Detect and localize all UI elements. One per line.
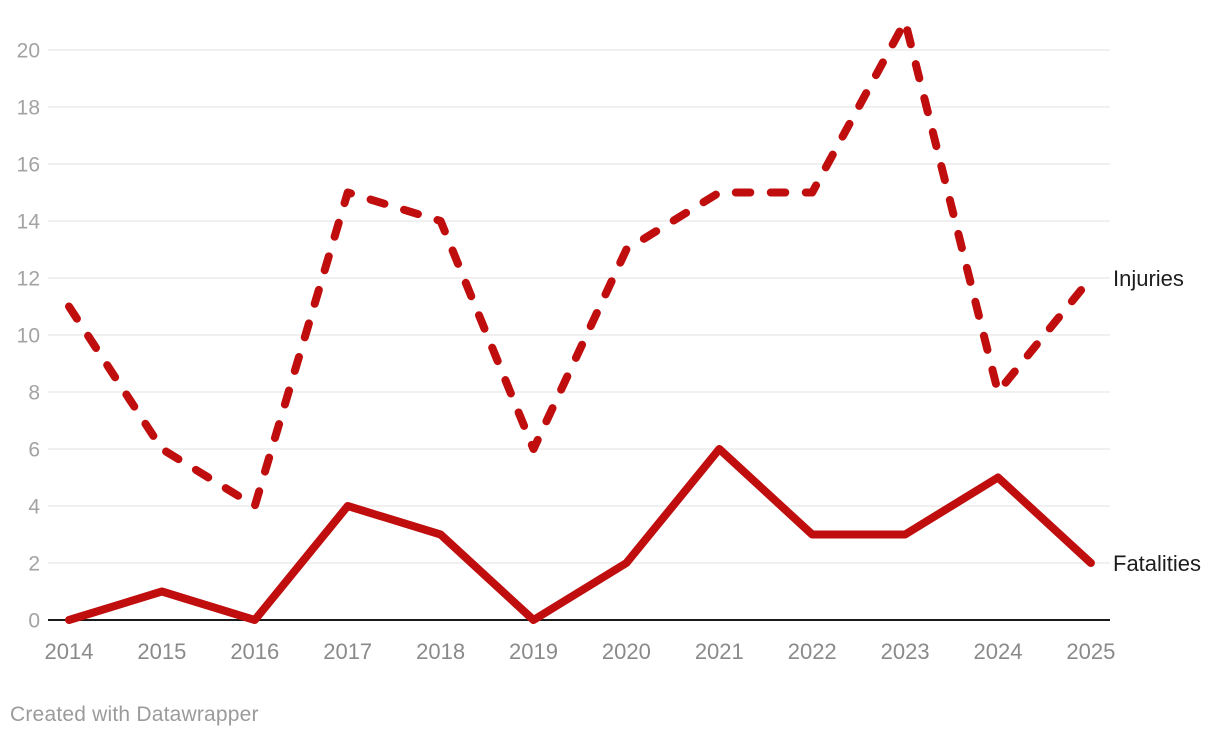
y-tick-label: 10	[17, 325, 40, 348]
x-tick-label: 2025	[1066, 639, 1115, 664]
x-tick-label: 2021	[695, 639, 744, 664]
x-tick-label: 2018	[416, 639, 465, 664]
x-tick-label: 2015	[137, 639, 186, 664]
x-tick-label: 2017	[323, 639, 372, 664]
y-tick-label: 6	[28, 439, 40, 462]
y-tick-label: 18	[17, 97, 40, 120]
y-tick-label: 4	[28, 496, 40, 519]
x-tick-label: 2020	[602, 639, 651, 664]
x-tick-label: 2014	[45, 639, 94, 664]
y-tick-label: 14	[17, 211, 41, 234]
x-tick-label: 2024	[974, 639, 1023, 664]
series-line-fatalities	[65, 445, 1095, 624]
y-tick-label: 12	[17, 268, 40, 291]
x-tick-label: 2016	[230, 639, 279, 664]
y-tick-label: 0	[28, 610, 40, 633]
x-tick-label: 2023	[881, 639, 930, 664]
x-tick-label: 2019	[509, 639, 558, 664]
series-label-fatalities: Fatalities	[1113, 551, 1201, 576]
series-label-injuries: Injuries	[1113, 266, 1184, 291]
x-tick-label: 2022	[788, 639, 837, 664]
series-line-injuries	[65, 17, 1095, 510]
y-tick-label: 8	[28, 382, 40, 405]
y-tick-label: 2	[28, 553, 40, 576]
y-tick-label: 20	[17, 40, 40, 63]
y-tick-label: 16	[17, 154, 40, 177]
attribution-text: Created with Datawrapper	[10, 703, 259, 726]
